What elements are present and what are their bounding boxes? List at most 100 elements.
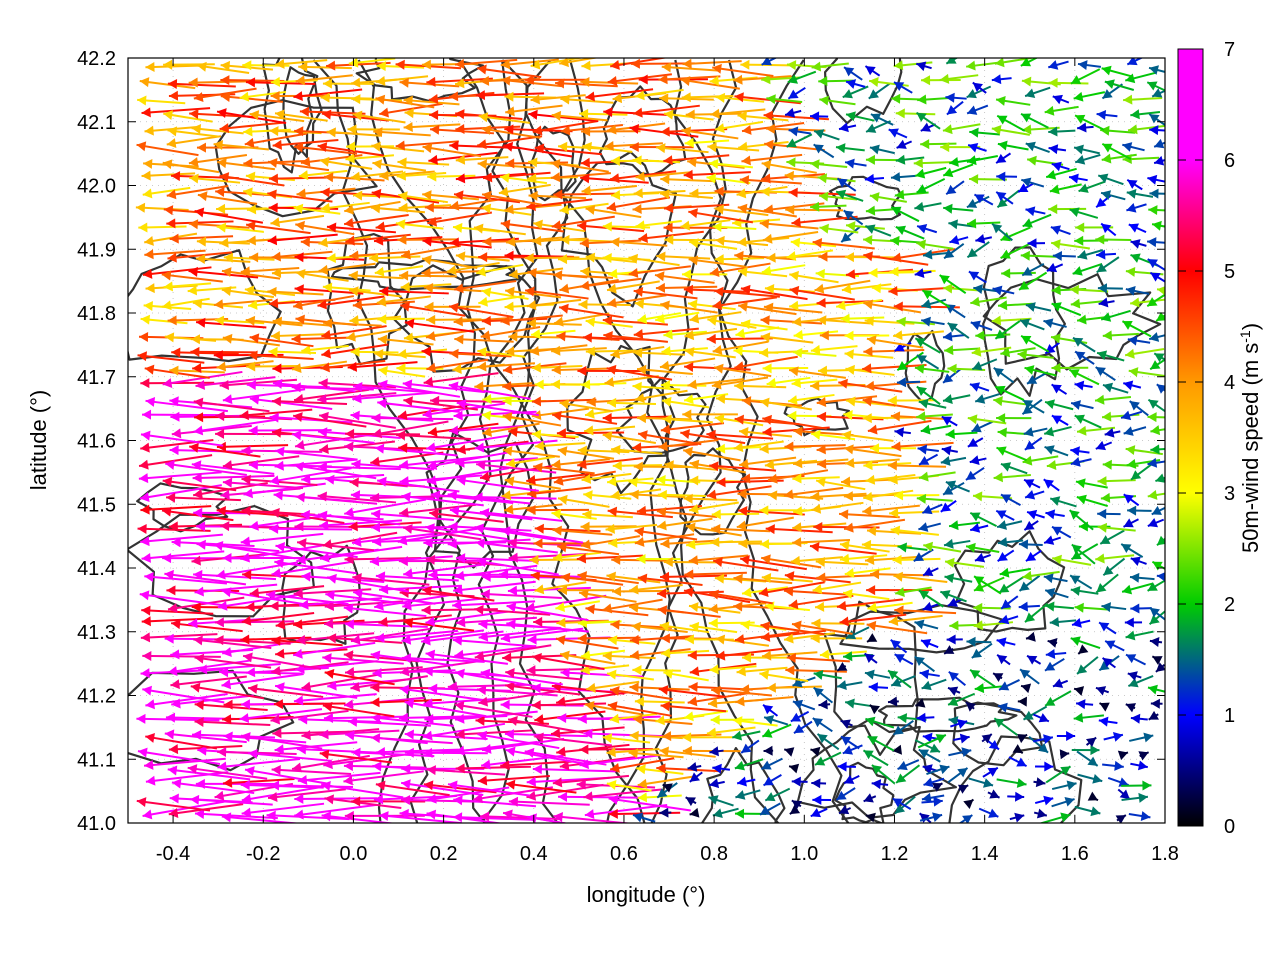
wind-vector — [266, 810, 350, 821]
wind-vector — [1150, 444, 1165, 455]
wind-vector — [551, 215, 615, 231]
wind-vector — [138, 222, 187, 233]
wind-vector — [945, 92, 967, 103]
wind-vector — [585, 88, 654, 102]
colorbar-tick-label: 3 — [1224, 483, 1235, 505]
wind-vector — [482, 422, 540, 437]
wind-vector — [709, 461, 777, 472]
wind-vector — [1020, 334, 1050, 353]
wind-vector — [611, 444, 663, 455]
wind-vector — [660, 701, 727, 713]
wind-vector — [425, 523, 508, 541]
wind-vector — [629, 730, 683, 741]
wind-vector — [295, 220, 355, 236]
wind-vector — [474, 604, 551, 616]
wind-vector — [269, 126, 322, 137]
wind-vector — [477, 64, 542, 79]
wind-vector — [142, 650, 221, 661]
wind-vector — [970, 296, 1007, 307]
wind-vector — [1075, 478, 1108, 489]
wind-vector — [982, 766, 999, 778]
wind-vector — [1077, 249, 1104, 260]
wind-vector — [1123, 380, 1142, 391]
wind-vector — [403, 563, 486, 579]
wind-vector — [991, 222, 1013, 242]
wind-vector — [295, 492, 378, 505]
wind-vector — [888, 614, 943, 626]
wind-vector — [346, 328, 401, 342]
wind-vector — [815, 477, 866, 491]
wind-vector — [371, 141, 425, 153]
wind-vector — [610, 237, 668, 248]
wind-vector — [942, 123, 981, 135]
wind-vector — [918, 589, 944, 608]
wind-vector — [942, 368, 962, 384]
wind-vector — [344, 200, 401, 215]
wind-vector — [480, 589, 562, 600]
wind-vector — [1025, 302, 1052, 312]
wind-vector — [971, 358, 998, 371]
wind-vector — [845, 457, 900, 468]
wind-vector — [166, 184, 229, 200]
wind-vector — [1101, 65, 1133, 78]
wind-vector — [1012, 744, 1024, 754]
wind-vector — [243, 126, 291, 137]
wind-vector — [552, 270, 614, 281]
wind-vector — [528, 109, 599, 122]
wind-vector — [1049, 496, 1077, 508]
wind-vector — [1021, 398, 1043, 416]
wind-vector — [1128, 223, 1147, 234]
wind-vector — [788, 763, 800, 774]
wind-vector — [454, 700, 533, 718]
wind-vector — [835, 298, 883, 311]
wind-vector — [1073, 686, 1085, 696]
wind-vector — [1007, 791, 1025, 802]
wind-vector — [140, 632, 218, 643]
wind-vector — [426, 76, 493, 87]
wind-vector — [943, 243, 965, 260]
wind-vector — [760, 315, 823, 326]
wind-vector — [267, 233, 338, 246]
wind-vector — [375, 75, 429, 86]
wind-vector — [921, 316, 945, 327]
wind-vector — [813, 686, 834, 704]
wind-vector — [836, 680, 863, 690]
x-tick-label: 0.6 — [610, 843, 638, 865]
wind-vector — [920, 639, 939, 649]
wind-vector — [739, 175, 802, 186]
wind-vector — [403, 122, 461, 132]
wind-vector — [214, 617, 295, 628]
y-tick-label: 42.2 — [77, 48, 116, 70]
wind-vector — [810, 491, 867, 502]
wind-vector — [141, 550, 225, 563]
wind-vector — [1077, 644, 1089, 655]
wind-vector — [638, 230, 704, 243]
wind-vector — [1071, 745, 1100, 756]
wind-vector — [1156, 383, 1165, 394]
wind-vector — [635, 171, 691, 182]
wind-vector — [505, 104, 563, 117]
wind-vector — [1127, 505, 1152, 516]
wind-vector — [222, 477, 304, 490]
wind-vector — [838, 509, 900, 520]
wind-vector — [631, 621, 688, 634]
wind-vector — [809, 111, 829, 122]
wind-vector — [526, 505, 590, 516]
wind-vector — [946, 634, 963, 645]
wind-vector — [843, 774, 860, 785]
wind-vector — [970, 320, 993, 331]
wind-vector — [655, 282, 718, 293]
wind-vector — [740, 739, 760, 754]
wind-vector — [1056, 730, 1076, 741]
wind-vector — [292, 412, 367, 428]
wind-vector — [1155, 662, 1165, 673]
wind-vector — [634, 526, 698, 541]
wind-vector — [921, 792, 945, 803]
wind-vector — [1107, 776, 1129, 787]
wind-vector — [397, 348, 448, 359]
wind-vector — [664, 460, 719, 471]
wind-vector — [767, 469, 829, 484]
y-tick-label: 42.0 — [77, 176, 116, 198]
wind-vector — [896, 377, 921, 388]
wind-vector — [162, 476, 237, 492]
